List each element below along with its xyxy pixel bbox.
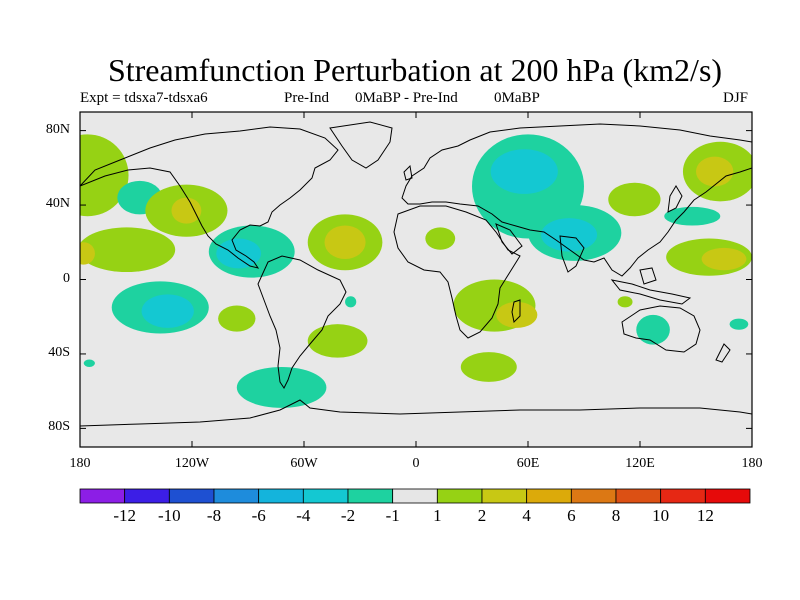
contour-region xyxy=(324,225,366,260)
lat-label-80s: 80S xyxy=(48,419,70,435)
colorbar-label: -10 xyxy=(157,506,181,525)
contour-region xyxy=(216,238,262,269)
contour-region xyxy=(236,366,327,408)
lat-label-40s: 40S xyxy=(48,344,70,360)
contour-region xyxy=(496,301,538,328)
season-label: DJF xyxy=(723,90,749,106)
colorbar-swatch xyxy=(570,488,617,504)
colorbar-label: -12 xyxy=(113,506,136,525)
contour-region xyxy=(541,218,598,252)
colorbar-label: 1 xyxy=(433,506,442,525)
coastlines xyxy=(80,121,752,427)
colorbar-swatch xyxy=(258,488,304,504)
contour-region xyxy=(490,149,558,194)
lon-label-120e: 120E xyxy=(625,456,655,471)
colorbar-swatch xyxy=(124,488,170,504)
contour-region xyxy=(80,134,129,217)
colorbar-swatch xyxy=(615,488,662,504)
lon-label-180w: 180 xyxy=(69,456,91,471)
colorbar-swatch xyxy=(436,488,483,504)
contour-region xyxy=(425,227,456,250)
colorbar-label: -6 xyxy=(251,506,266,525)
contour-region xyxy=(636,314,670,345)
contour-region xyxy=(171,197,202,224)
contour-region xyxy=(664,206,721,226)
contour-region xyxy=(696,156,734,187)
colorbar-label: -1 xyxy=(385,506,400,525)
coastline-eurasia xyxy=(401,123,752,277)
colorbar-swatch xyxy=(168,488,215,504)
colorbar-label: -2 xyxy=(340,506,356,525)
colorbar-swatch xyxy=(704,488,751,504)
contour-region xyxy=(345,296,357,308)
colorbar-label: 2 xyxy=(477,506,487,525)
coastline-south-america xyxy=(257,255,347,389)
lon-label-60w: 60W xyxy=(290,456,318,471)
lat-label-80n: 80N xyxy=(45,121,70,137)
contour-region xyxy=(729,318,749,330)
contour-region xyxy=(608,182,661,217)
colorbar-swatch xyxy=(302,488,349,504)
contour-region xyxy=(307,324,368,358)
coastline-greenland xyxy=(329,121,393,169)
coastline-antarctica xyxy=(80,399,752,427)
contour-region xyxy=(218,305,256,332)
lon-label-0: 0 xyxy=(412,456,420,471)
coastline-indonesia xyxy=(610,279,692,305)
colorbar-swatch xyxy=(481,488,528,504)
colorbar-swatch xyxy=(660,488,706,504)
map-background xyxy=(80,112,752,447)
axis-ticks xyxy=(79,112,753,447)
coastline-north-america xyxy=(80,126,339,269)
lon-label-120w: 120W xyxy=(174,456,210,471)
colorbar-label: -4 xyxy=(296,506,311,525)
colorbar-swatch xyxy=(392,488,438,504)
colorbar-swatch xyxy=(79,488,126,504)
coastline-africa xyxy=(393,205,521,339)
coastline-japan xyxy=(667,185,683,213)
contour-region xyxy=(80,242,95,265)
coastline-arabia xyxy=(495,223,523,255)
colorbar-swatch xyxy=(213,488,260,504)
subtitle-center-b: 0MaBP - Pre-Ind xyxy=(355,90,458,106)
contour-region xyxy=(617,296,633,308)
coastline-madagascar xyxy=(511,299,521,324)
lon-label-60e: 60E xyxy=(516,456,540,471)
subtitle-center-c: 0MaBP xyxy=(494,90,540,106)
colorbar-label: 8 xyxy=(611,506,621,525)
colorbar-label: 6 xyxy=(567,506,576,525)
contour-fields xyxy=(80,134,752,408)
coastline-australia xyxy=(621,305,701,353)
lon-label-180e: 180 xyxy=(741,456,763,471)
colorbar-label: -8 xyxy=(206,506,222,525)
coastline-british-isles xyxy=(403,164,413,181)
contour-region xyxy=(83,359,95,367)
colorbar xyxy=(79,488,751,504)
colorbar-label: 4 xyxy=(522,506,531,525)
colorbar-swatch xyxy=(526,488,572,504)
contour-region xyxy=(80,227,176,273)
colorbar-label: 12 xyxy=(696,506,714,525)
coastline-borneo xyxy=(639,267,657,285)
coastline-india xyxy=(559,235,585,273)
coastline-new-zealand xyxy=(715,343,731,363)
lat-label-0: 0 xyxy=(63,270,70,286)
experiment-label: Expt = tdsxa7-tdsxa6 xyxy=(80,90,208,106)
colorbar-label: 10 xyxy=(652,506,670,525)
chart-title: Streamfunction Perturbation at 200 hPa (… xyxy=(107,52,723,88)
contour-region xyxy=(141,294,194,328)
contour-region xyxy=(460,352,517,382)
colorbar-swatch xyxy=(347,488,394,504)
lat-label-40n: 40N xyxy=(45,196,70,212)
subtitle-center-a: Pre-Ind xyxy=(284,90,329,106)
contour-region xyxy=(701,247,747,271)
